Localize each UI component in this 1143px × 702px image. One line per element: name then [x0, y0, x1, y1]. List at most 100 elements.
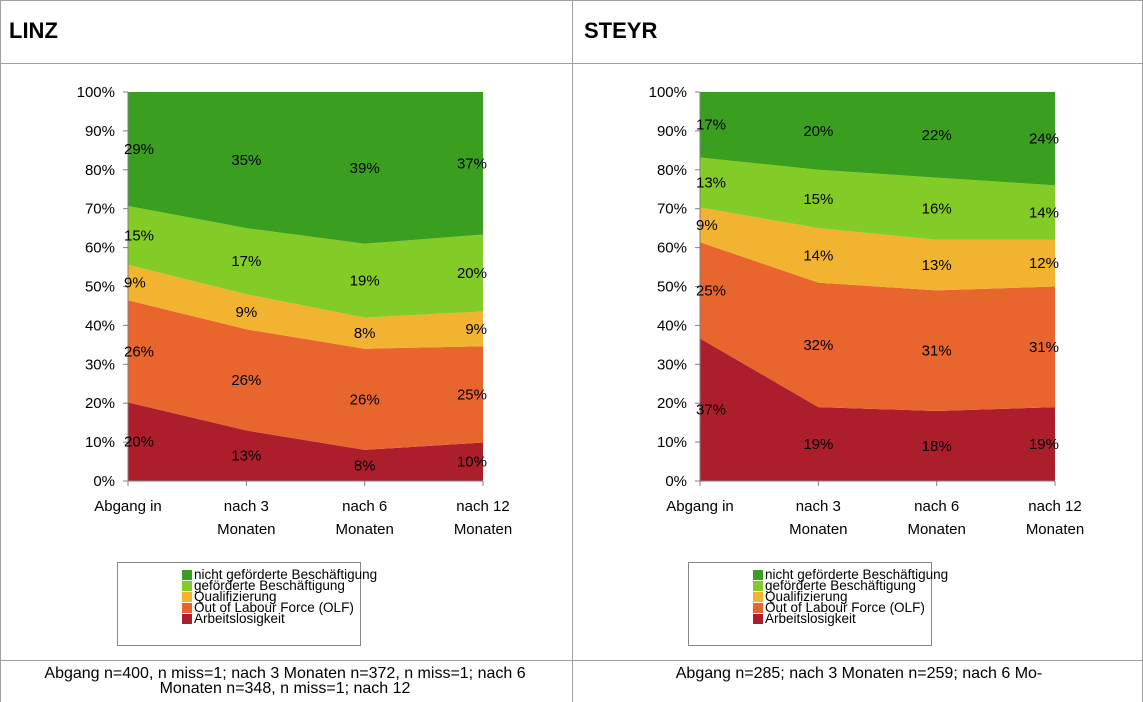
y-tick-label: 50% — [85, 279, 115, 296]
data-label-nicht-gef-rderte-besch-ftigung: 35% — [231, 152, 261, 169]
data-label-qualifizierung: 9% — [696, 217, 718, 234]
footnote-steyr: Abgang n=285; nach 3 Monaten n=259; nach… — [675, 666, 1043, 682]
legend-swatch — [753, 591, 763, 602]
legend-label: geförderte Beschäftigung — [194, 578, 345, 593]
y-tick-label: 100% — [77, 84, 115, 101]
y-tick-label: 30% — [657, 356, 687, 373]
data-label-arbeitslosigkeit: 13% — [231, 448, 261, 465]
data-label-qualifizierung: 9% — [465, 321, 487, 338]
area-out-of-labour-force-olf — [700, 242, 1055, 411]
data-label-nicht-gef-rderte-besch-ftigung: 17% — [696, 117, 726, 134]
data-label-qualifizierung: 9% — [124, 275, 146, 292]
area-arbeitslosigkeit — [700, 338, 1055, 481]
y-tick-label: 50% — [657, 279, 687, 296]
legend-item-out-of-labour-force-olf: Out of Labour Force (OLF) — [182, 600, 360, 615]
data-label-gef-rderte-besch-ftigung: 17% — [231, 253, 261, 270]
y-tick-label: 0% — [93, 473, 115, 490]
data-label-arbeitslosigkeit: 19% — [1029, 436, 1059, 453]
data-label-qualifizierung: 12% — [1029, 255, 1059, 272]
x-tick-label: nach 3 Monaten — [789, 498, 847, 538]
legend-label: Out of Labour Force (OLF) — [194, 600, 354, 615]
data-label-out-of-labour-force-olf: 26% — [231, 372, 261, 389]
legend-label: nicht geförderte Beschäftigung — [194, 567, 378, 582]
legend-swatch — [753, 602, 763, 613]
legend-swatch — [182, 602, 192, 613]
data-label-out-of-labour-force-olf: 26% — [350, 391, 380, 408]
y-tick-label: 20% — [85, 395, 115, 412]
x-tick-label: Abgang in — [666, 498, 734, 515]
y-tick-label: 70% — [657, 201, 687, 218]
data-label-out-of-labour-force-olf: 31% — [922, 343, 952, 360]
chart-linz: 0% 10% 20% 30% 40% 50% 60% 70% 80% 90% 100% Abgang … — [77, 84, 513, 538]
legend-item-out-of-labour-force-olf: Out of Labour Force (OLF) — [753, 600, 931, 615]
legend-item-qualifizierung: Qualifizierung — [182, 589, 360, 604]
data-label-out-of-labour-force-olf: 32% — [803, 337, 833, 354]
data-label-nicht-gef-rderte-besch-ftigung: 37% — [457, 155, 487, 172]
y-tick-label: 70% — [85, 201, 115, 218]
data-label-nicht-gef-rderte-besch-ftigung: 22% — [922, 127, 952, 144]
area-out-of-labour-force-olf — [128, 300, 483, 450]
y-tick-label: 80% — [85, 162, 115, 179]
data-label-arbeitslosigkeit: 18% — [922, 438, 952, 455]
data-label-qualifizierung: 14% — [803, 247, 833, 264]
x-tick-label: nach 6 Monaten — [335, 498, 393, 538]
data-label-gef-rderte-besch-ftigung: 15% — [803, 191, 833, 208]
data-label-nicht-gef-rderte-besch-ftigung: 20% — [803, 123, 833, 140]
x-tick-label: nach 12 Monaten — [1026, 498, 1084, 538]
x-tick-label: nach 6 Monaten — [907, 498, 965, 538]
legend-item-gef-rderte-besch-ftigung: geförderte Beschäftigung — [753, 579, 931, 592]
y-tick-label: 80% — [657, 162, 687, 179]
area-nicht-gef-rderte-besch-ftigung — [128, 92, 483, 244]
legend-label: Qualifizierung — [194, 589, 277, 604]
data-label-nicht-gef-rderte-besch-ftigung: 29% — [124, 141, 154, 158]
area-arbeitslosigkeit — [128, 402, 483, 481]
legend-swatch — [182, 591, 192, 602]
data-label-arbeitslosigkeit: 37% — [696, 402, 726, 419]
legend-item-nicht-gef-rderte-besch-ftigung: nicht geförderte Beschäftigung — [753, 568, 948, 581]
data-label-out-of-labour-force-olf: 25% — [457, 386, 487, 403]
y-tick-label: 10% — [657, 434, 687, 451]
data-label-arbeitslosigkeit: 20% — [124, 434, 154, 451]
legend-label: Arbeitslosigkeit — [194, 611, 285, 626]
data-label-gef-rderte-besch-ftigung: 14% — [1029, 205, 1059, 222]
y-tick-label: 10% — [85, 434, 115, 451]
data-label-gef-rderte-besch-ftigung: 16% — [922, 201, 952, 218]
data-label-arbeitslosigkeit: 19% — [803, 436, 833, 453]
legend-swatch — [182, 569, 192, 580]
legend-swatch — [182, 613, 192, 624]
data-label-arbeitslosigkeit: 10% — [457, 454, 487, 471]
data-label-gef-rderte-besch-ftigung: 20% — [457, 265, 487, 282]
legend-item-gef-rderte-besch-ftigung: geförderte Beschäftigung — [182, 578, 360, 593]
area-qualifizierung — [700, 207, 1055, 291]
legend-steyr: nicht geförderte Beschäftigung geförderte… — [688, 562, 948, 646]
legend-label: Qualifizierung — [765, 589, 848, 604]
area-qualifizierung — [128, 264, 483, 349]
y-tick-label: 30% — [85, 356, 115, 373]
x-tick-label: Abgang in — [94, 498, 162, 515]
x-tick-label: nach 3 Monaten — [217, 498, 275, 538]
y-tick-label: 60% — [85, 240, 115, 257]
y-tick-label: 20% — [657, 395, 687, 412]
legend-linz: nicht geförderte Beschäftigung geförderte… — [117, 562, 377, 646]
data-label-gef-rderte-besch-ftigung: 15% — [124, 227, 154, 244]
panel-title-linz: LINZ — [9, 18, 58, 43]
area-gef-rderte-besch-ftigung — [700, 157, 1055, 240]
legend-swatch — [182, 580, 192, 591]
chart-steyr: 0% 10% 20% 30% 40% 50% 60% 70% 80% 90% 100% Abgang … — [649, 84, 1085, 538]
legend-item-arbeitslosigkeit: Arbeitslosigkeit — [182, 611, 360, 626]
y-tick-label: 60% — [657, 240, 687, 257]
data-label-qualifizierung: 8% — [354, 325, 376, 342]
data-label-out-of-labour-force-olf: 25% — [696, 282, 726, 299]
data-label-qualifizierung: 13% — [922, 257, 952, 274]
y-tick-label: 40% — [85, 317, 115, 334]
data-label-arbeitslosigkeit: 8% — [354, 457, 376, 474]
data-label-nicht-gef-rderte-besch-ftigung: 24% — [1029, 131, 1059, 148]
y-tick-label: 100% — [649, 84, 687, 101]
data-label-gef-rderte-besch-ftigung: 19% — [350, 273, 380, 290]
y-tick-label: 0% — [665, 473, 687, 490]
legend-label: Out of Labour Force (OLF) — [765, 600, 925, 615]
legend-item-qualifizierung: Qualifizierung — [753, 589, 931, 604]
panel-title-steyr: STEYR — [584, 18, 658, 43]
legend-label: Arbeitslosigkeit — [765, 611, 856, 626]
footnote-linz: Abgang n=400, n miss=1; nach 3 Monaten n… — [44, 666, 526, 697]
